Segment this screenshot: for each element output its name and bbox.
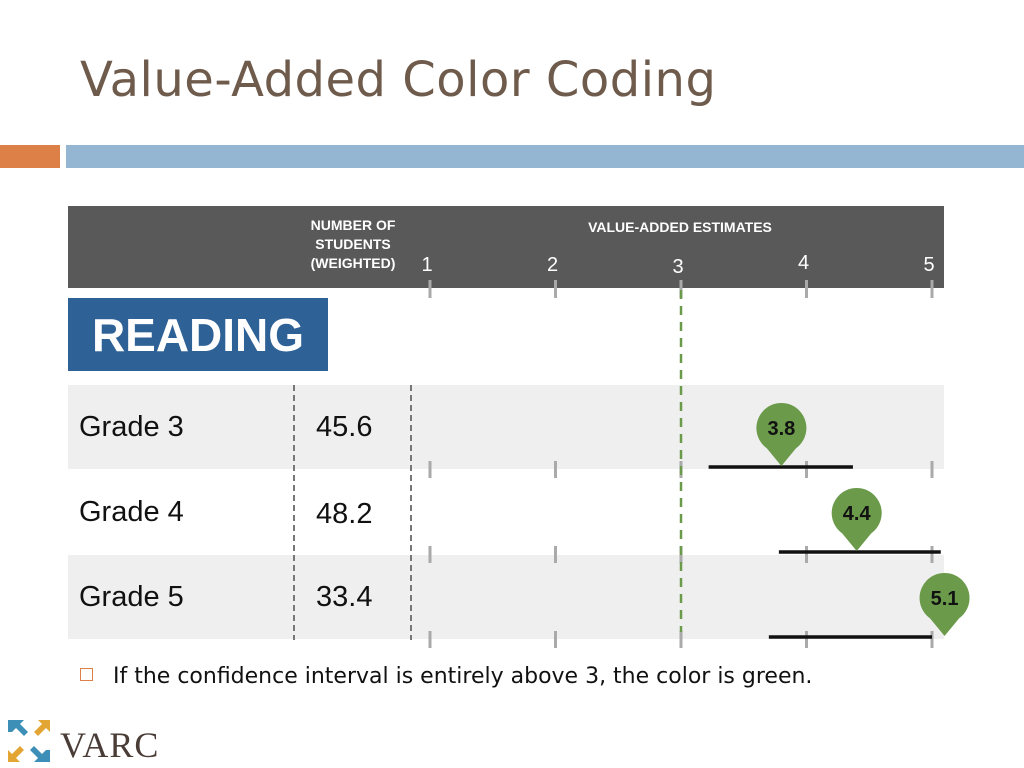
x-tick-label: 2 xyxy=(546,254,559,276)
estimates-column-header: VALUE-ADDED ESTIMATES xyxy=(588,219,772,235)
section-label-reading: READING xyxy=(68,298,328,371)
value-added-chart: 3.8 4.4 5.1 xyxy=(293,280,970,648)
accent-bar-orange xyxy=(0,145,60,168)
logo-text: VARC xyxy=(60,725,160,765)
slide-title: Value-Added Color Coding xyxy=(80,52,717,108)
estimate-marker xyxy=(756,402,807,466)
varc-logo-icon xyxy=(8,720,50,762)
estimate-label: 5.1 xyxy=(931,588,959,610)
x-tick-label: 5 xyxy=(923,254,935,276)
estimate-marker xyxy=(831,488,882,551)
students-column-header: NUMBER OF STUDENTS (WEIGHTED) xyxy=(310,217,396,271)
bullet-square-icon xyxy=(80,667,93,681)
grade-label: Grade 3 xyxy=(79,411,184,443)
bullet-text: If the confidence interval is entirely a… xyxy=(113,664,813,689)
x-tick-label: 1 xyxy=(421,254,433,276)
accent-bar-blue xyxy=(66,145,1024,168)
grade-label: Grade 5 xyxy=(79,581,184,613)
bullet-item: If the confidence interval is entirely a… xyxy=(80,664,812,689)
estimate-label: 4.4 xyxy=(843,503,872,525)
students-count: 45.6 xyxy=(316,411,373,443)
students-count: 48.2 xyxy=(316,498,373,530)
grade-label: Grade 4 xyxy=(79,496,184,528)
table-row: Grade 3 45.6 xyxy=(68,385,944,469)
table-row: Grade 4 48.2 xyxy=(68,470,944,554)
students-count: 33.4 xyxy=(316,581,373,613)
table-row: Grade 5 33.4 xyxy=(68,555,944,639)
table-header xyxy=(68,206,944,288)
estimate-label: 3.8 xyxy=(767,418,795,440)
estimate-marker xyxy=(919,573,970,636)
x-tick-label: 3 xyxy=(672,256,684,278)
x-tick-label: 4 xyxy=(797,252,810,274)
